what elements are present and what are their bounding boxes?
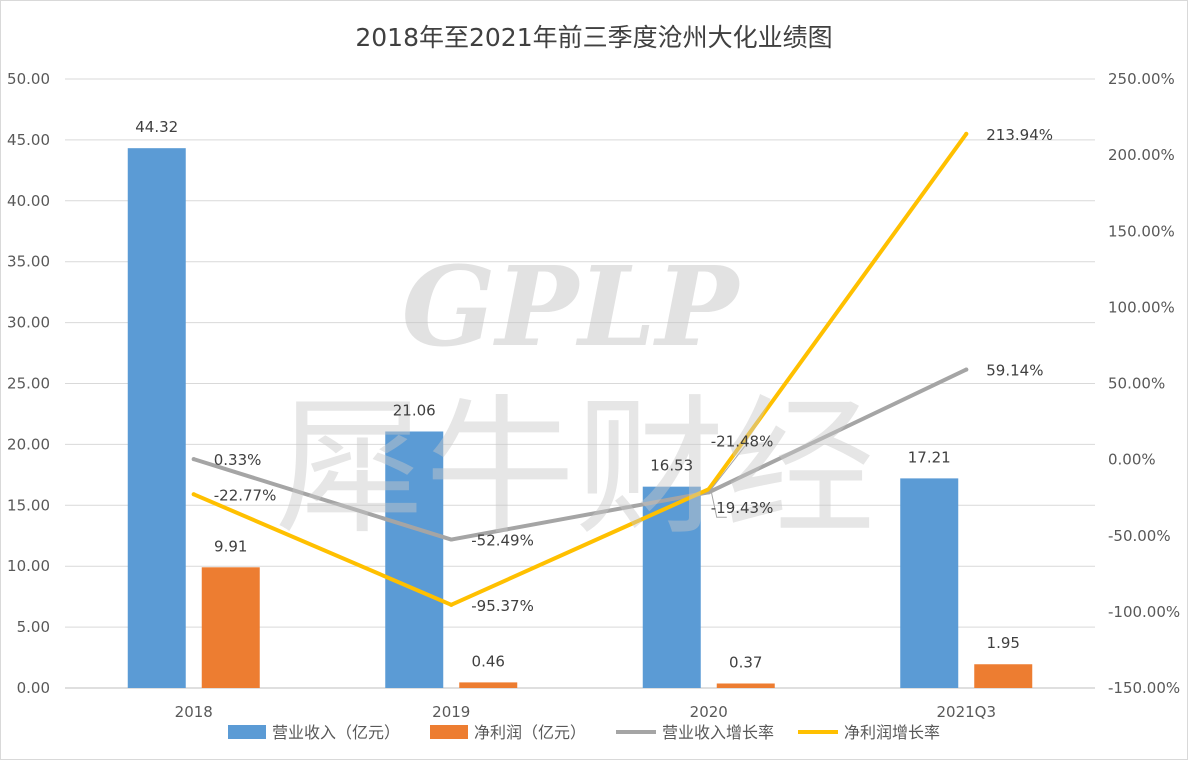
- chart-title: 2018年至2021年前三季度沧州大化业绩图: [355, 23, 833, 52]
- bar-data-label: 9.91: [214, 537, 247, 555]
- bar-data-label: 1.95: [987, 634, 1020, 652]
- right-tick-label: -50.00%: [1108, 527, 1171, 545]
- right-tick-label: 0.00%: [1108, 451, 1156, 469]
- watermark-latin: GPLP: [402, 242, 742, 371]
- x-tick-label: 2019: [432, 703, 470, 721]
- line-point: [449, 602, 454, 607]
- bar-revenue: [127, 148, 186, 689]
- line-point: [449, 537, 454, 542]
- legend-swatch: [228, 725, 266, 739]
- x-tick-label: 2021Q3: [936, 703, 996, 721]
- bar-data-label: 17.21: [908, 448, 951, 466]
- legend-swatch: [430, 725, 468, 739]
- leader-line: [708, 446, 746, 493]
- line-data-label: -52.49%: [471, 532, 534, 550]
- line-data-label: 0.33%: [214, 451, 262, 469]
- legend: 营业收入（亿元） 净利润（亿元） 营业收入增长率 净利润增长率: [228, 723, 940, 742]
- bar-data-label: 0.46: [472, 652, 505, 670]
- watermark: GPLP 犀牛财经: [275, 242, 875, 556]
- bar-revenue: [642, 486, 701, 688]
- bar-data-label: 44.32: [135, 118, 178, 136]
- left-axis-ticks: 0.00 5.00 10.00 15.00 20.00 25.00 30.00 35.00 40…: [7, 70, 50, 697]
- line-point: [191, 492, 196, 497]
- left-tick-label: 40.00: [7, 192, 50, 210]
- left-tick-label: 35.00: [7, 253, 50, 271]
- bar-data-label: 21.06: [393, 401, 436, 419]
- legend-label: 营业收入增长率: [662, 723, 774, 742]
- left-tick-label: 5.00: [17, 618, 50, 636]
- bar-profit: [201, 567, 260, 688]
- data-labels: 44.32 9.91 21.06 0.46 16.53 0.37 17.21 1.95 0.33…: [135, 118, 1053, 671]
- watermark-chinese: 犀牛财经: [275, 382, 875, 556]
- x-tick-label: 2018: [175, 703, 213, 721]
- left-tick-label: 50.00: [7, 70, 50, 88]
- bar-profit: [974, 664, 1033, 688]
- line-data-label: -95.37%: [471, 597, 534, 615]
- bar-revenue: [385, 431, 444, 688]
- lines: [191, 131, 969, 607]
- right-tick-label: 200.00%: [1108, 146, 1175, 164]
- right-tick-label: -100.00%: [1108, 603, 1180, 621]
- legend-label: 净利润增长率: [844, 723, 940, 742]
- right-tick-label: 150.00%: [1108, 222, 1175, 240]
- left-tick-label: 10.00: [7, 557, 50, 575]
- line-data-label: 213.94%: [986, 126, 1053, 144]
- right-tick-label: 100.00%: [1108, 298, 1175, 316]
- line-data-label: -19.43%: [711, 499, 774, 517]
- left-tick-label: 15.00: [7, 496, 50, 514]
- right-tick-label: 250.00%: [1108, 70, 1175, 88]
- bar-profit: [716, 683, 775, 688]
- line-data-label: 59.14%: [986, 362, 1043, 380]
- x-tick-label: 2020: [690, 703, 728, 721]
- legend-label: 净利润（亿元）: [474, 723, 586, 742]
- bar-profit: [459, 682, 518, 688]
- line-data-label: -22.77%: [214, 486, 277, 504]
- leader-line: [710, 489, 727, 518]
- bar-revenue: [900, 478, 959, 688]
- line-point: [706, 487, 711, 492]
- x-axis-ticks: 2018 2019 2020 2021Q3: [175, 703, 996, 721]
- right-tick-label: 50.00%: [1108, 375, 1165, 393]
- left-tick-label: 0.00: [17, 679, 50, 697]
- line-point: [964, 131, 969, 136]
- left-tick-label: 20.00: [7, 435, 50, 453]
- line-point: [964, 367, 969, 372]
- profit-growth-line: [191, 131, 969, 607]
- bars: [127, 148, 1033, 689]
- revenue-growth-line: [191, 367, 969, 542]
- right-axis-ticks: -150.00% -100.00% -50.00% 0.00% 50.00% 100.00…: [1108, 70, 1180, 697]
- bar-data-label: 16.53: [650, 457, 693, 475]
- right-tick-label: -150.00%: [1108, 679, 1180, 697]
- left-tick-label: 25.00: [7, 375, 50, 393]
- line-point: [191, 457, 196, 462]
- bar-data-label: 0.37: [729, 653, 762, 671]
- line-data-label: -21.48%: [711, 432, 774, 450]
- left-tick-label: 45.00: [7, 131, 50, 149]
- legend-label: 营业收入（亿元）: [272, 723, 400, 742]
- left-tick-label: 30.00: [7, 314, 50, 332]
